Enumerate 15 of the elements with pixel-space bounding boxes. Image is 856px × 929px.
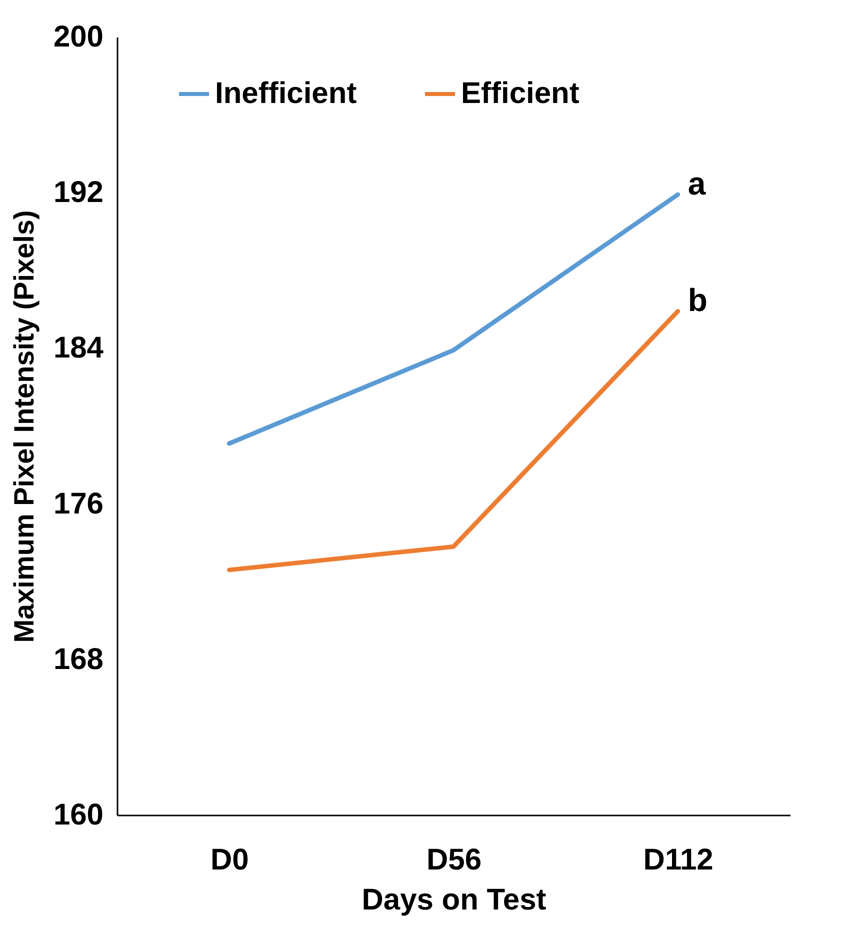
x-tick-label: D56 — [426, 844, 482, 876]
x-tick-label: D0 — [210, 844, 249, 876]
y-axis-title: Maximum Pixel Intensity (Pixels) — [8, 210, 40, 643]
y-tick-label: 200 — [53, 20, 104, 54]
y-tick-label: 192 — [53, 176, 104, 210]
legend-label: Efficient — [461, 77, 580, 110]
y-tick-label: 160 — [53, 798, 104, 832]
y-tick-label: 184 — [53, 332, 104, 365]
y-tick-label: 168 — [53, 642, 104, 676]
x-tick-label: D112 — [643, 844, 714, 876]
x-axis-title: Days on Test — [362, 884, 546, 916]
y-tick-label: 176 — [53, 487, 104, 520]
annotation: b — [688, 282, 708, 318]
annotation: a — [688, 166, 706, 202]
legend-label: Inefficient — [215, 77, 357, 110]
